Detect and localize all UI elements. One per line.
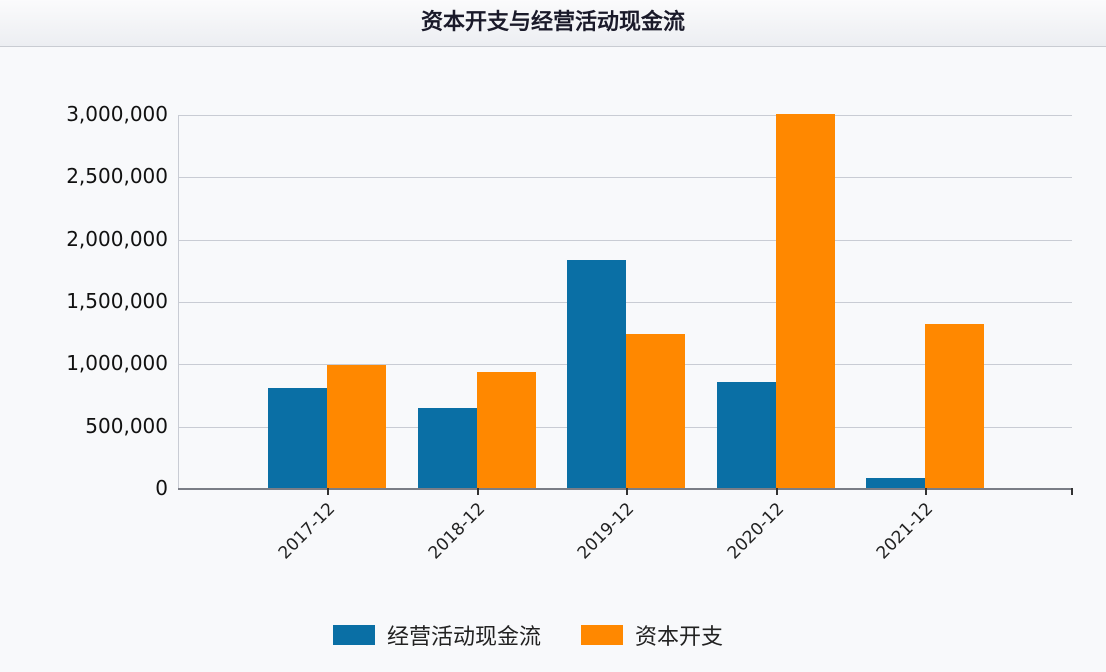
y-tick-label: 2,500,000: [66, 164, 168, 189]
x-tick-label: 2021-12: [872, 499, 938, 564]
bar-capex[interactable]: [925, 323, 984, 489]
chart-title: 资本开支与经营活动现金流: [420, 10, 685, 35]
y-axis: [178, 115, 179, 489]
bar-capex[interactable]: [327, 364, 386, 489]
bar-capex[interactable]: [776, 114, 835, 489]
x-tick-label: 2020-12: [723, 499, 789, 564]
bar-operating-cf[interactable]: [717, 381, 776, 489]
bar-operating-cf[interactable]: [418, 407, 477, 489]
x-tick-label: 2019-12: [573, 499, 639, 564]
bar-chart: 3,000,000 2,500,000 2,000,000 1,500,000 1,00…: [0, 47, 1106, 672]
bar-operating-cf[interactable]: [268, 388, 327, 489]
y-tick-label: 500,000: [85, 413, 168, 438]
x-tick: [776, 488, 778, 495]
legend-swatch-operating-cf: [333, 625, 375, 645]
bar-capex[interactable]: [626, 333, 685, 489]
legend-label: 经营活动现金流: [387, 625, 542, 650]
x-tick: [925, 488, 927, 495]
x-axis: [178, 488, 1072, 490]
gridline: [178, 115, 1072, 116]
y-tick-label: 0: [155, 476, 168, 500]
x-tick: [1071, 488, 1073, 495]
x-tick: [626, 488, 628, 495]
gridline: [178, 177, 1072, 179]
x-tick: [477, 488, 479, 495]
legend: 经营活动现金流 资本开支: [333, 619, 763, 651]
y-tick-label: 1,000,000: [66, 351, 168, 376]
y-tick-label: 2,000,000: [66, 226, 168, 251]
x-tick: [327, 488, 329, 495]
chart-header: 资本开支与经营活动现金流: [0, 0, 1106, 47]
gridline: [178, 239, 1072, 241]
bar-operating-cf[interactable]: [567, 259, 626, 489]
bar-operating-cf[interactable]: [866, 477, 925, 489]
legend-swatch-capex: [581, 625, 624, 645]
x-tick-label: 2018-12: [424, 499, 490, 564]
legend-item-capex[interactable]: 资本开支: [581, 619, 723, 651]
legend-item-operating-cf[interactable]: 经营活动现金流: [333, 619, 541, 651]
y-tick-label: 3,000,000: [66, 102, 168, 126]
bar-capex[interactable]: [477, 371, 536, 489]
y-tick-label: 1,500,000: [66, 289, 168, 313]
legend-label: 资本开支: [635, 625, 724, 650]
x-tick-label: 2017-12: [274, 499, 340, 564]
